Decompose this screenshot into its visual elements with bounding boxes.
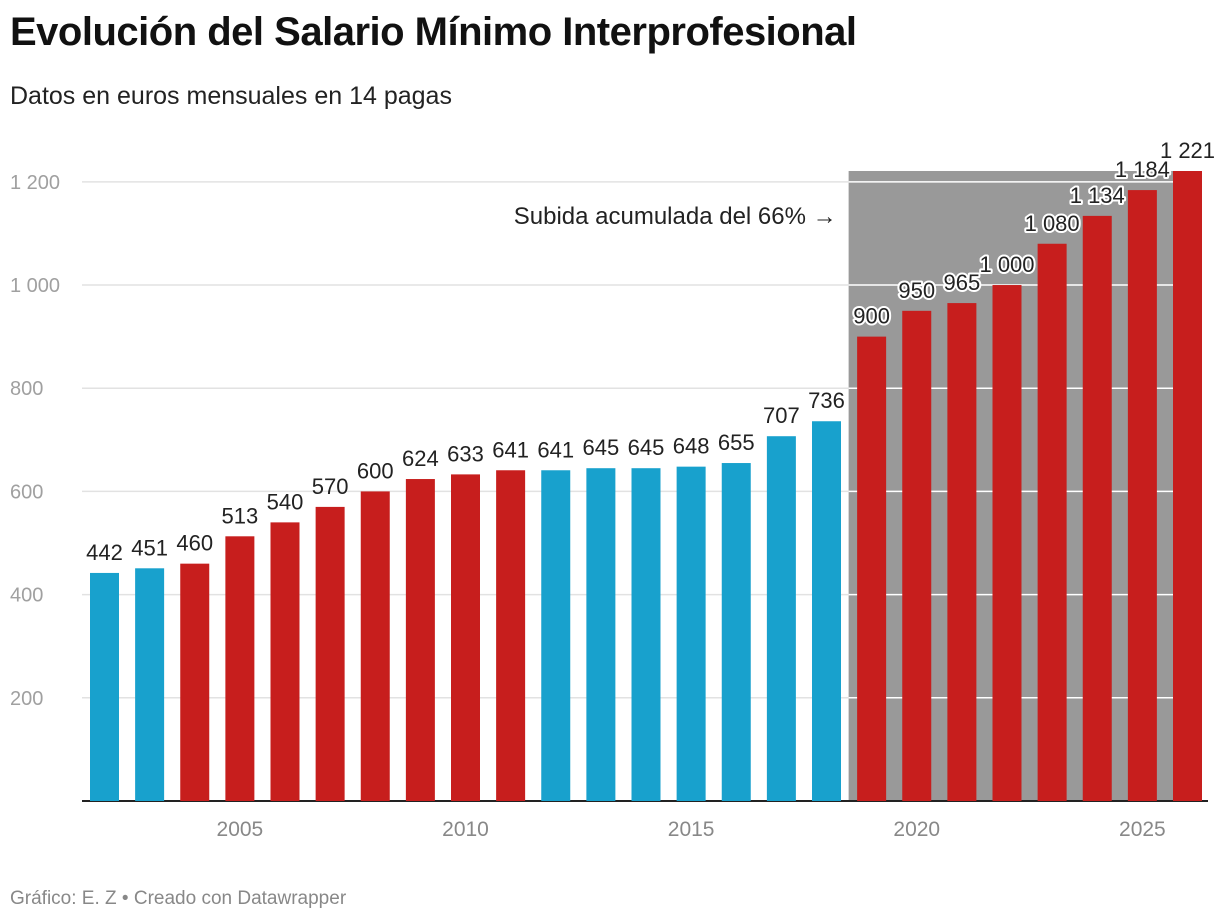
- y-tick-label: 200: [10, 688, 43, 710]
- bar-2025: [1127, 190, 1157, 801]
- bar-2020: [902, 310, 932, 801]
- bar-2024: [1082, 215, 1112, 802]
- value-label-2013: 645: [583, 435, 620, 460]
- value-label-2004: 460: [176, 531, 213, 556]
- y-tick-labels-layer: 200 400 600 800 1 000 1 200: [10, 172, 60, 710]
- value-label-2019: 900: [853, 304, 890, 329]
- value-label-2021: 965: [944, 270, 981, 295]
- x-tick-label: 2010: [442, 818, 489, 841]
- value-label-2010: 633: [447, 441, 484, 466]
- chart-footer: Gráfico: E. Z • Creado con Datawrapper: [10, 888, 346, 910]
- y-tick-label: 1 200: [10, 172, 60, 194]
- value-label-2005: 513: [222, 503, 259, 528]
- annotation-label: Subida acumulada del 66% →: [514, 203, 837, 230]
- value-label-2011: 641: [492, 437, 529, 462]
- value-label-2016: 655: [718, 430, 755, 455]
- bar-2012: [541, 470, 571, 801]
- value-label-2009: 624: [402, 446, 439, 471]
- bar-2009: [405, 479, 435, 801]
- y-tick-label: 400: [10, 585, 43, 607]
- bar-2011: [496, 470, 526, 801]
- bar-2018: [812, 421, 841, 801]
- value-label-2018: 736: [808, 388, 845, 413]
- bar-2014: [631, 468, 661, 801]
- chart-subtitle: Datos en euros mensuales en 14 pagas: [10, 82, 452, 110]
- bar-2004: [180, 563, 210, 801]
- bar-2019: [857, 336, 887, 801]
- value-label-2008: 600: [357, 458, 394, 483]
- y-tick-label: 1 000: [10, 275, 60, 297]
- footer-credit: Gráfico: E. Z: [10, 888, 117, 909]
- annotation-layer: Subida acumulada del 66% →: [514, 203, 837, 230]
- bar-2007: [315, 506, 345, 801]
- value-label-2003: 451: [131, 535, 168, 560]
- value-label-2017: 707: [763, 403, 800, 428]
- bar-2022: [992, 285, 1022, 801]
- x-tick-label: 2020: [893, 818, 940, 841]
- bar-2013: [586, 468, 616, 801]
- footer-tool: Creado con Datawrapper: [133, 888, 347, 909]
- value-label-2007: 570: [312, 474, 349, 499]
- bar-2021: [947, 303, 977, 801]
- bar-2006: [270, 522, 300, 801]
- y-tick-label: 800: [10, 378, 43, 400]
- value-label-2022: 1 000: [979, 252, 1034, 277]
- bar-2023: [1037, 243, 1067, 802]
- bar-2026: [1173, 171, 1202, 801]
- bar-2003: [135, 568, 165, 801]
- value-label-2012: 641: [537, 437, 574, 462]
- bar-2005: [225, 536, 255, 801]
- value-label-2025: 1 184: [1115, 157, 1170, 182]
- bar-2016: [721, 463, 751, 801]
- value-label-2015: 648: [673, 434, 710, 459]
- bar-2008: [360, 491, 390, 801]
- value-label-2002: 442: [86, 540, 123, 565]
- bar-2002: [90, 572, 119, 801]
- bar-2010: [451, 474, 480, 801]
- footer-separator: •: [121, 888, 129, 909]
- bars-layer: [90, 171, 1202, 802]
- x-tick-labels-layer: 2005 2010 2015 2020 2025: [217, 818, 1166, 841]
- value-label-2026: 1 221: [1160, 138, 1215, 163]
- value-label-2024: 1 134: [1070, 183, 1125, 208]
- y-tick-label: 600: [10, 481, 43, 503]
- value-label-2006: 540: [267, 489, 304, 514]
- x-tick-label: 2015: [668, 818, 715, 841]
- x-tick-label: 2025: [1119, 818, 1166, 841]
- value-label-2014: 645: [628, 435, 665, 460]
- bar-2015: [676, 466, 706, 801]
- x-tick-label: 2005: [217, 818, 264, 841]
- chart-title: Evolución del Salario Mínimo Interprofes…: [10, 10, 857, 54]
- value-label-2023: 1 080: [1025, 211, 1080, 236]
- bar-2017: [766, 436, 796, 801]
- value-labels-layer: 442 451 460 513 540 570 600 624 633 641 641 645 645 6…: [86, 136, 1217, 565]
- value-label-2020: 950: [898, 278, 935, 303]
